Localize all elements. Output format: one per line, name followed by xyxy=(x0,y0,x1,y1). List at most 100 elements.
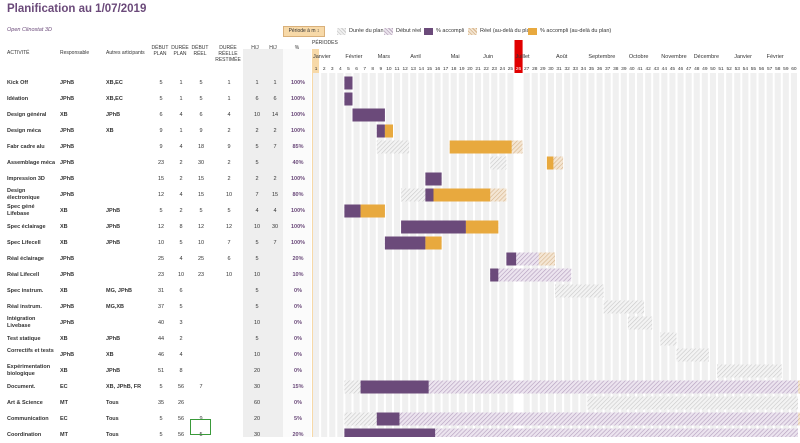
period-number: 24 xyxy=(500,66,506,72)
table-row[interactable]: Idéation JPhB XB,EC 5 1 5 1 6 6 100% xyxy=(0,91,312,107)
period-number: 21 xyxy=(475,66,481,72)
table-row[interactable]: Correctifs et tests JPhB XB 46 4 10 0% xyxy=(0,347,312,363)
table-row[interactable]: Expérimentation biologique XB JPhB 51 8 20 0% xyxy=(0,363,312,379)
num-cell-sr: 5 xyxy=(199,80,203,86)
table-row[interactable]: Réal éclairage JPhB 25 4 25 6 5 20% xyxy=(0,251,312,267)
num-cell-sr: 10 xyxy=(197,240,205,246)
period-column xyxy=(361,73,368,437)
bar-done xyxy=(344,204,361,218)
table-row[interactable]: Coordination MT Tous 5 56 5 30 20% xyxy=(0,427,312,443)
num-cell-sp: 12 xyxy=(157,224,165,230)
num-cell-dp: 4 xyxy=(179,256,183,262)
num-cell-dr: 10 xyxy=(225,272,233,278)
table-row[interactable]: Assemblage méca JPhB 23 2 30 2 5 40% xyxy=(0,155,312,171)
table-row[interactable]: Réal Lifecell JPhB 23 10 23 10 10 10% xyxy=(0,267,312,283)
num-cell-dp: 2 xyxy=(179,208,183,214)
period-number: 45 xyxy=(670,66,676,72)
period-number: 37 xyxy=(605,66,611,72)
period-number: 53 xyxy=(735,66,741,72)
activity-name: Réal instrum. xyxy=(7,304,42,310)
pct-cell: 100% xyxy=(290,112,306,118)
table-row[interactable]: Impression 3D JPhB 15 2 15 2 2 2 100% xyxy=(0,171,312,187)
bar-over xyxy=(798,380,800,394)
pct-cell: 0% xyxy=(294,368,302,374)
table-row[interactable]: Test statique XB JPhB 44 2 5 0% xyxy=(0,331,312,347)
table-row[interactable]: Design méca JPhB XB 9 1 9 2 2 2 100% xyxy=(0,123,312,139)
responsible-cell: JPhB xyxy=(60,128,75,134)
activity-name: Réal Lifecell xyxy=(7,272,40,278)
table-row[interactable]: Spec instrum. XB MG, JPhB 31 6 5 0% xyxy=(0,283,312,299)
num-cell-dp: 26 xyxy=(177,400,185,406)
header-others: Autres articipants xyxy=(106,50,145,56)
responsible-cell: EC xyxy=(60,416,68,422)
responsible-cell: EC xyxy=(60,384,68,390)
period-number: 5 xyxy=(347,66,350,72)
legend-item: Début réel xyxy=(384,26,421,36)
period-column xyxy=(782,73,789,437)
activity-name: Expérimentation biologique xyxy=(7,364,51,377)
num-cell-dr: 2 xyxy=(227,128,231,134)
responsible-cell: XB xyxy=(60,240,68,246)
period-number: 59 xyxy=(783,66,789,72)
num-cell-dr: 2 xyxy=(227,160,231,166)
bar-done xyxy=(344,428,436,437)
period-number: 11 xyxy=(395,66,400,72)
table-row[interactable]: Design électronique JPhB 12 4 15 10 7 15 80% xyxy=(0,187,312,203)
pct-cell: 80% xyxy=(292,192,304,198)
responsible-cell: XB xyxy=(60,368,68,374)
period-number: 26 xyxy=(516,66,522,72)
table-row[interactable]: Réal instrum. JPhB MG,XB 37 5 5 0% xyxy=(0,299,312,315)
table-row[interactable]: Kick Off JPhB XB,EC 5 1 5 1 1 1 100% xyxy=(0,75,312,91)
period-number: 60 xyxy=(791,66,797,72)
legend-item: Réel (au-delà du plan) xyxy=(468,26,534,36)
table-row[interactable]: Intégration Livebase JPhB 40 3 10 0% xyxy=(0,315,312,331)
period-column xyxy=(410,73,417,437)
period-column xyxy=(709,73,716,437)
num-cell-hjr: 6 xyxy=(273,96,277,102)
num-cell-hjr: 7 xyxy=(273,144,277,150)
month-label: Mai xyxy=(451,54,460,60)
num-cell-hjp: 6 xyxy=(255,96,259,102)
table-row[interactable]: Design général XB JPhB 6 4 6 4 10 14 100% xyxy=(0,107,312,123)
bar-real xyxy=(360,380,798,394)
table-row[interactable]: Fabr cadre alu JPhB 9 4 18 9 5 7 85% xyxy=(0,139,312,155)
table-row[interactable]: Spec éclairage XB JPhB 12 8 12 12 10 30 100% xyxy=(0,219,312,235)
num-cell-sp: 46 xyxy=(157,352,165,358)
table-row[interactable]: Spec Lifecell XB JPhB 10 5 10 7 5 7 100% xyxy=(0,235,312,251)
table-row[interactable]: Spec géné Lifebase XB JPhB 5 2 5 5 4 4 100% xyxy=(0,203,312,219)
selected-cell[interactable] xyxy=(190,419,211,435)
period-column xyxy=(596,73,603,437)
period-number: 23 xyxy=(492,66,498,72)
num-cell-sp: 51 xyxy=(157,368,165,374)
bar-plan xyxy=(627,316,653,330)
num-cell-sp: 12 xyxy=(157,192,165,198)
num-cell-dr: 9 xyxy=(227,144,231,150)
period-column xyxy=(466,73,473,437)
month-label: Octobre xyxy=(629,54,649,60)
num-cell-sr: 5 xyxy=(199,432,203,438)
period-number: 3 xyxy=(331,66,334,72)
period-number: 44 xyxy=(662,66,668,72)
num-cell-sr: 25 xyxy=(197,256,205,262)
period-column xyxy=(742,73,749,437)
period-number: 48 xyxy=(694,66,700,72)
period-number: 30 xyxy=(548,66,554,72)
num-cell-hjr: 4 xyxy=(273,208,277,214)
period-number: 13 xyxy=(411,66,417,72)
month-label: Août xyxy=(556,54,568,60)
period-column xyxy=(426,73,433,437)
num-cell-dr: 5 xyxy=(227,208,231,214)
period-column xyxy=(369,73,376,437)
current-period-marker xyxy=(514,40,523,73)
period-column xyxy=(588,73,595,437)
num-cell-dp: 4 xyxy=(179,112,183,118)
table-row[interactable]: Art & Science MT Tous 35 26 60 0% xyxy=(0,395,312,411)
num-cell-hjp: 60 xyxy=(253,400,261,406)
period-number: 25 xyxy=(508,66,514,72)
period-number: 27 xyxy=(524,66,530,72)
period-highlight-control[interactable]: Période à m ↕ xyxy=(283,26,325,37)
pct-cell: 100% xyxy=(290,208,306,214)
activity-name: Spec Lifecell xyxy=(7,240,41,246)
table-row[interactable]: Document. EC XB, JPhB, FR 5 56 7 30 15% xyxy=(0,379,312,395)
period-number: 43 xyxy=(654,66,660,72)
